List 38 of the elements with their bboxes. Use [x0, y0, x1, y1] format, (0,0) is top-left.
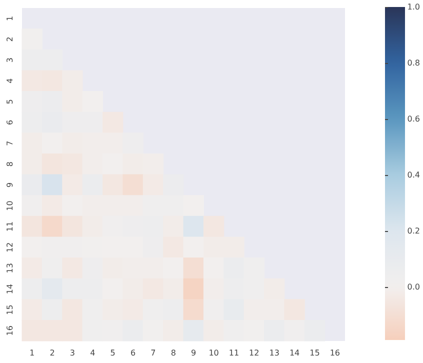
y-tick-label: 16 — [6, 326, 14, 336]
color-bar-label: 1.0 — [407, 2, 420, 12]
y-tick-label: 11 — [6, 221, 14, 232]
y-tick-label: 9 — [6, 182, 14, 188]
x-tick-label: 1 — [30, 348, 35, 358]
y-tick-label: 14 — [6, 284, 14, 294]
color-bar-label: 0.0 — [407, 282, 420, 292]
color-bar-label: 0.6 — [407, 114, 420, 124]
x-tick-label: 7 — [150, 348, 156, 358]
x-tick-label: 3 — [70, 348, 76, 358]
y-tick-label: 4 — [6, 78, 14, 84]
x-tick-label: 11 — [228, 348, 240, 358]
y-tick-label: 1 — [6, 16, 14, 21]
color-bar-label: 0.2 — [407, 226, 420, 236]
x-tick-label: 13 — [269, 348, 280, 358]
x-tick-label: 9 — [191, 348, 196, 358]
x-tick-label: 16 — [330, 348, 340, 358]
x-tick-label: 6 — [130, 348, 136, 358]
y-tick-label: 15 — [6, 304, 14, 315]
color-bar-label: 0.8 — [407, 58, 420, 68]
y-tick-label: 3 — [6, 57, 14, 63]
x-tick-label: 8 — [170, 348, 176, 358]
x-tick-label: 14 — [289, 348, 300, 358]
x-tick-label: 4 — [90, 348, 96, 358]
color-bar-label: 0.4 — [407, 170, 420, 180]
x-tick-label: 15 — [310, 348, 320, 358]
y-tick-label: 10 — [6, 200, 14, 211]
x-tick-label: 2 — [50, 348, 55, 358]
x-tick-label: 12 — [249, 348, 260, 358]
y-tick-label: 13 — [6, 263, 14, 274]
y-tick-label: 5 — [6, 99, 14, 104]
x-tick-label: 10 — [208, 348, 219, 358]
y-tick-label: 7 — [6, 140, 14, 146]
y-tick-label: 12 — [6, 242, 14, 252]
x-tick-label: 5 — [110, 348, 116, 358]
y-tick-label: 2 — [6, 36, 14, 42]
y-tick-label: 8 — [6, 162, 14, 167]
y-tick-label: 6 — [6, 120, 14, 126]
